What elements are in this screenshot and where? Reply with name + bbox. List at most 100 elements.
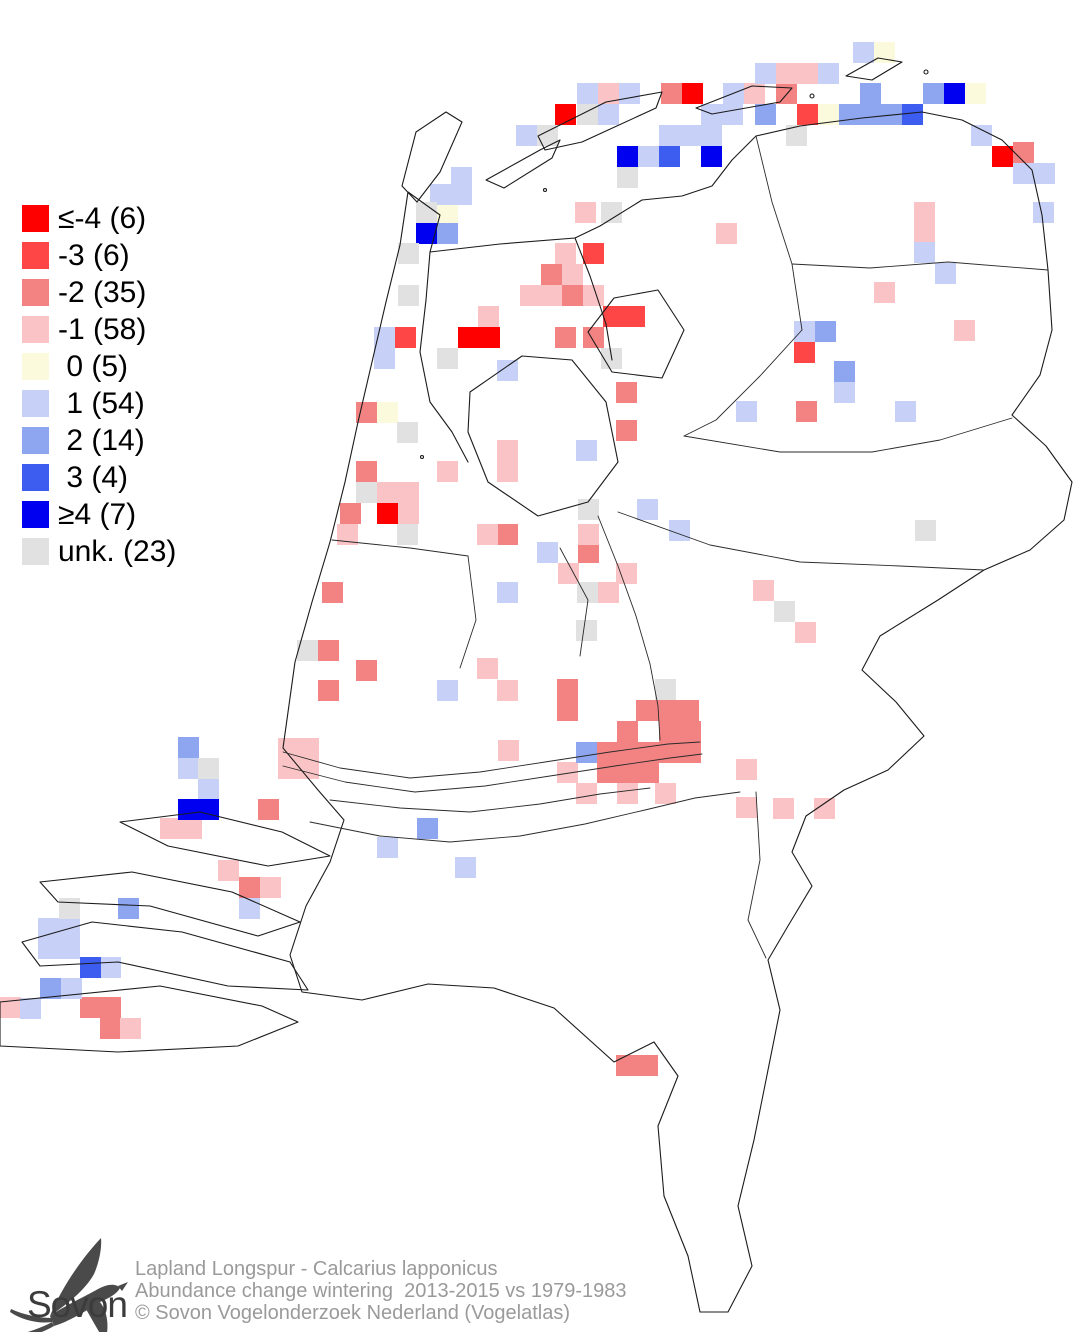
zeeuws-vlaanderen [0,985,299,1053]
grid-square [818,63,839,84]
grid-square [498,740,519,761]
grid-square [38,938,59,959]
islet [542,187,548,193]
grid-square [601,202,622,223]
islet [419,454,425,460]
grid-square [356,461,377,482]
legend-item-m4: ≤-4 (6) [22,200,176,237]
river-lek [329,787,651,813]
grid-square [794,321,815,342]
grid-square [701,104,722,125]
grid-square [416,202,437,223]
border-groningen-drenthe [791,261,1049,271]
grid-square [680,721,701,742]
grid-square [839,104,860,125]
grid-square [59,938,80,959]
grid-square [736,797,757,818]
grid-square [562,285,583,306]
grid-square [337,524,358,545]
legend-item-p3: 3 (4) [22,459,176,496]
grid-square [659,125,680,146]
grid-square [860,104,881,125]
legend-item-unk: unk. (23) [22,533,176,570]
grid-square [178,758,199,779]
grid-square [796,401,817,422]
grid-square [1033,202,1054,223]
legend-swatch-m2 [22,279,49,306]
flevoland [467,355,619,517]
grid-square [497,360,518,381]
grid-square [638,146,659,167]
grid-square [298,738,319,759]
caption-species: Lapland Longspur - Calcarius lapponicus [135,1258,498,1280]
grid-square [374,327,395,348]
grid-square [814,798,835,819]
grid-square [874,282,895,303]
grid-square [616,420,637,441]
island-vlieland [485,139,561,189]
grid-square [736,401,757,422]
border-noordholland-zuidholland [331,539,469,557]
grid-square [661,83,682,104]
legend-swatch-p3 [22,464,49,491]
grid-square [120,1018,141,1039]
grid-square [520,285,541,306]
grid-square [218,860,239,881]
grid-square [578,542,599,563]
grid-square [430,184,451,205]
island-ameland [695,85,793,115]
grid-square [914,202,935,223]
grid-square [617,721,638,742]
island-goeree [119,811,331,867]
grid-square [597,762,618,783]
legend-item-m3: -3 (6) [22,237,176,274]
grid-square [944,83,965,104]
grid-square [541,264,562,285]
grid-square [755,63,776,84]
grid-square [497,524,518,545]
sovon-logo-text: Sovon [27,1284,128,1325]
grid-square [680,742,701,763]
grid-square [914,242,935,263]
grid-square [834,361,855,382]
grid-square [971,125,992,146]
grid-square [374,348,395,369]
grid-square [669,520,690,541]
border-utrecht-west [459,555,477,669]
grid-square [477,524,498,545]
grid-square [678,700,699,721]
border-overijssel-gelderland [617,511,985,571]
grid-square [583,243,604,264]
grid-square [616,1055,637,1076]
grid-square [583,327,604,348]
legend-swatch-unk [22,538,49,565]
grid-square [1013,163,1034,184]
grid-square [576,742,597,763]
legend-label-p1: 1 (54) [58,386,145,420]
grid-square [603,306,624,327]
grid-square [258,799,279,820]
grid-square [437,680,458,701]
grid-square [576,440,597,461]
border-friesland-groningen [755,135,803,331]
grid-square [682,83,703,104]
grid-square [797,104,818,125]
grid-square [397,422,418,443]
grid-square [659,146,680,167]
grid-square [477,658,498,679]
grid-square [753,580,774,601]
grid-square [655,783,676,804]
grid-square [1034,163,1055,184]
grid-square [617,762,638,783]
grid-square [617,167,638,188]
grid-square [40,978,61,999]
legend-label-m4: ≤-4 (6) [58,201,147,235]
grid-square [637,1055,658,1076]
grid-square [776,83,797,104]
grid-square [616,563,637,584]
grid-square [860,83,881,104]
grid-square [773,798,794,819]
grid-square [617,146,638,167]
grid-square [100,997,121,1018]
island-texel [401,111,463,203]
